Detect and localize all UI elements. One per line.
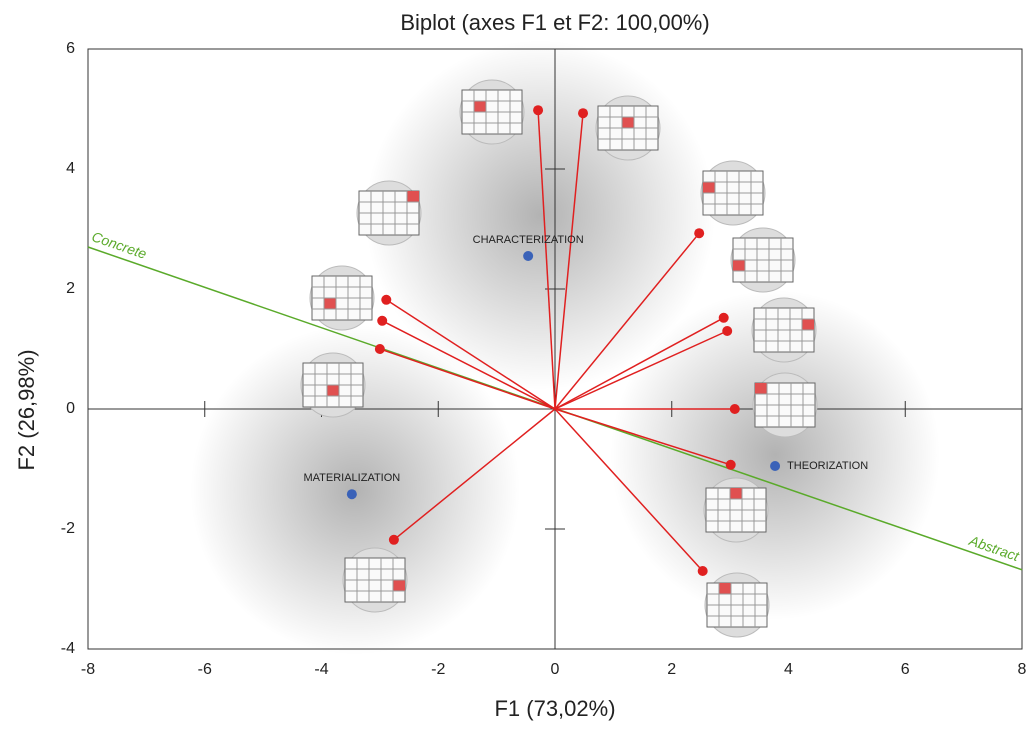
y-tick-label: -4: [61, 640, 75, 657]
thumbnail-highlight: [407, 191, 419, 202]
thumbnail-highlight: [755, 383, 767, 394]
chart-title: Biplot (axes F1 et F2: 100,00%): [400, 10, 709, 35]
thumbnail-highlight: [324, 298, 336, 309]
observation-label: MATERIALIZATION: [303, 472, 400, 484]
vector-point: [377, 315, 388, 326]
vector-point: [729, 404, 740, 414]
thumbnail-highlight: [719, 583, 731, 594]
x-tick-label: 4: [784, 661, 793, 678]
vector: [381, 320, 556, 410]
observation-label: THEORIZATION: [787, 460, 868, 472]
x-tick-label: 8: [1018, 661, 1027, 678]
vector-point: [533, 105, 544, 116]
x-tick-label: -2: [431, 661, 445, 678]
x-tick-label: 2: [667, 661, 676, 678]
vector-point: [697, 566, 708, 576]
vector: [554, 113, 584, 410]
y-tick-label: 4: [66, 160, 75, 177]
thumbnail: [751, 297, 817, 363]
thumbnail-highlight: [703, 182, 715, 193]
thumbnail: [700, 160, 766, 226]
y-tick-label: -2: [61, 520, 75, 537]
vector-point: [722, 326, 733, 336]
thumbnail: [342, 547, 408, 613]
x-axis-label: F1 (73,02%): [494, 696, 615, 721]
y-tick-label: 0: [66, 400, 75, 417]
vector: [393, 408, 556, 541]
vector-point: [381, 294, 392, 305]
observation-point: [770, 461, 781, 471]
vector: [554, 232, 700, 410]
vector: [554, 317, 725, 410]
observation-point: [523, 251, 534, 261]
vector-point: [388, 534, 399, 545]
vector: [385, 299, 556, 410]
vector-point: [578, 108, 589, 119]
x-tick-label: 0: [551, 661, 560, 678]
x-tick-label: -8: [81, 661, 95, 678]
thumbnail: [752, 372, 818, 438]
x-tick-label: -4: [314, 661, 328, 678]
thumbnail: [300, 352, 366, 418]
vector-point: [694, 228, 705, 239]
vector: [554, 408, 731, 466]
y-tick-label: 6: [66, 40, 75, 57]
thumbnail: [459, 79, 525, 145]
thumbnail: [730, 227, 796, 293]
x-tick-label: 6: [901, 661, 910, 678]
thumbnail-highlight: [622, 117, 634, 128]
vector-point: [718, 312, 729, 323]
thumbnail: [704, 572, 770, 638]
thumbnail-highlight: [802, 319, 814, 330]
thumbnail-highlight: [733, 260, 745, 271]
vector-point: [725, 459, 736, 470]
vector-point: [374, 344, 385, 354]
thumbnail-highlight: [327, 385, 339, 396]
vector: [379, 348, 556, 410]
thumbnail: [595, 95, 661, 161]
x-tick-label: -6: [198, 661, 212, 678]
cluster-shade: [190, 325, 520, 655]
thumbnail-highlight: [393, 580, 405, 591]
observation-label: CHARACTERIZATION: [473, 234, 584, 246]
vector: [537, 110, 556, 410]
y-tick-label: 2: [66, 280, 75, 297]
thumbnail-highlight: [730, 488, 742, 499]
thumbnail: [703, 477, 769, 543]
vector: [554, 330, 728, 410]
vector: [554, 408, 704, 572]
y-axis-label: F2 (26,98%): [14, 349, 39, 470]
thumbnail: [356, 180, 422, 246]
thumbnail: [309, 265, 375, 331]
line-label: Concrete: [90, 228, 149, 262]
cluster-shade: [610, 290, 940, 620]
thumbnail-highlight: [474, 101, 486, 112]
observation-point: [346, 489, 357, 500]
